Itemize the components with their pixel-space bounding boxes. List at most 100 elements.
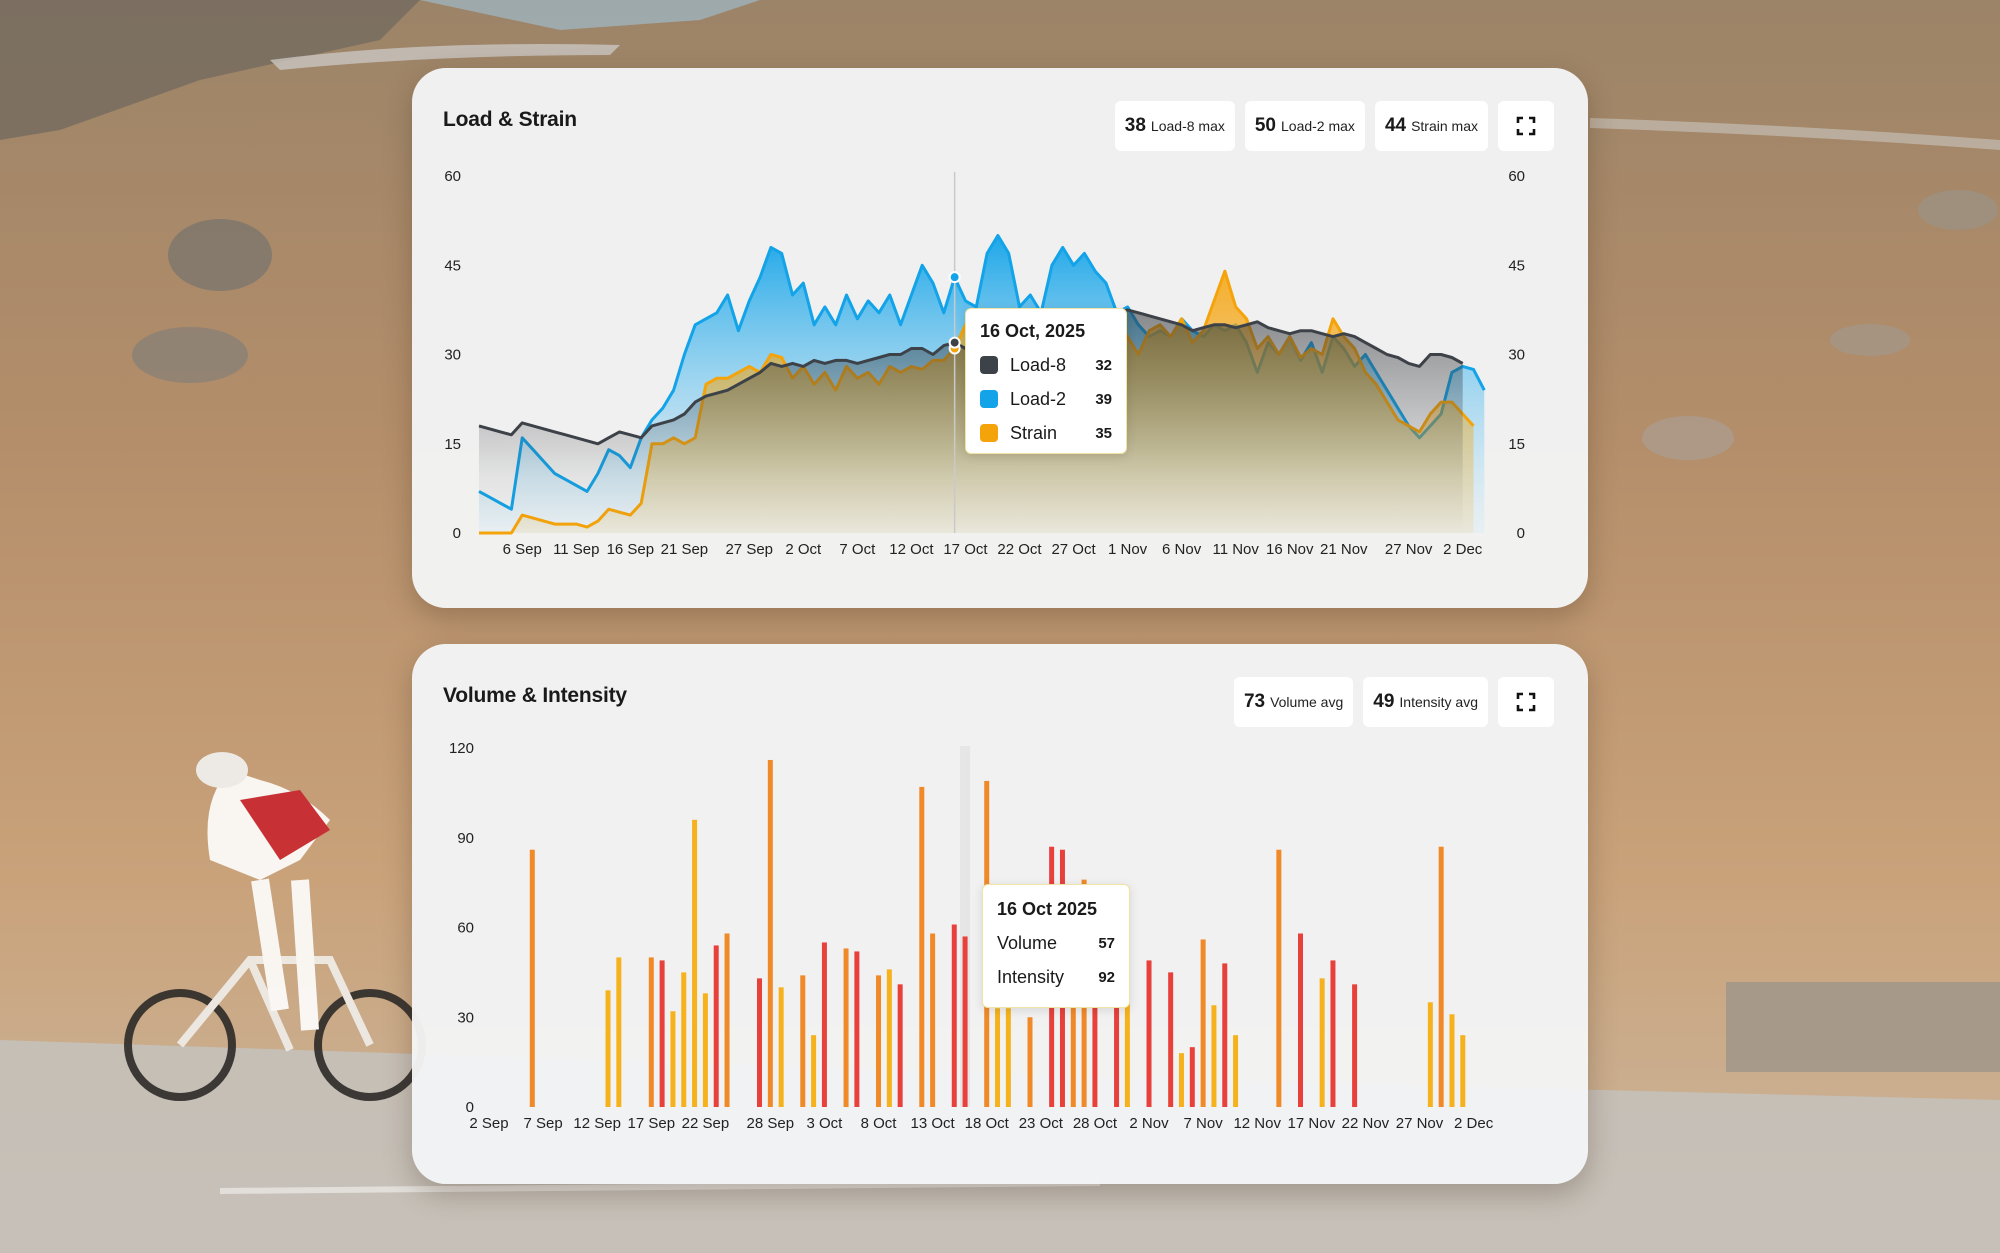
- bar: [1298, 933, 1303, 1107]
- x-tick-label: 17 Nov: [1288, 1115, 1336, 1132]
- bar: [605, 990, 611, 1107]
- x-tick-label: 12 Nov: [1233, 1115, 1281, 1132]
- bar: [757, 978, 762, 1107]
- bar: [1114, 963, 1120, 1107]
- y-tick-right: 15: [1508, 436, 1525, 453]
- x-tick-label: 22 Sep: [682, 1115, 730, 1132]
- bar: [1438, 846, 1444, 1107]
- bar: [1211, 1005, 1217, 1107]
- volume-intensity-card: Volume & Intensity 73 Volume avg 49 Inte…: [412, 644, 1588, 1184]
- stat-intensity-avg: 49 Intensity avg: [1363, 677, 1488, 727]
- tooltip-row-intensity: Intensity 92: [997, 960, 1129, 994]
- expand-button[interactable]: [1498, 101, 1554, 151]
- bar: [854, 951, 860, 1107]
- bar: [1005, 1008, 1011, 1107]
- bar: [681, 972, 687, 1107]
- tooltip-series-name: Strain: [1010, 422, 1058, 443]
- y-tick-label: 0: [466, 1099, 474, 1116]
- x-tick-label: 28 Oct: [1073, 1115, 1118, 1132]
- y-tick-right: 45: [1508, 257, 1525, 274]
- stat-label: Intensity avg: [1399, 694, 1478, 710]
- x-tick-label: 11 Sep: [553, 541, 599, 558]
- bar: [886, 969, 892, 1107]
- bar: [1200, 939, 1206, 1107]
- tooltip-row-strain: Strain 35: [980, 416, 1126, 450]
- stat-load2-max: 50 Load-2 max: [1244, 101, 1365, 151]
- bar: [767, 759, 773, 1107]
- bar: [1460, 1035, 1466, 1107]
- bar: [995, 1008, 1001, 1107]
- y-tick-label: 120: [449, 740, 474, 757]
- bar: [702, 993, 708, 1107]
- stat-value: 73: [1243, 691, 1266, 712]
- x-tick-label: 2 Nov: [1129, 1115, 1169, 1132]
- hover-band: [960, 746, 971, 1107]
- x-tick-label: 1 Nov: [1108, 541, 1148, 558]
- bar: [800, 975, 806, 1107]
- stat-strain-max: 44 Strain max: [1374, 101, 1488, 151]
- x-tick-label: 7 Sep: [523, 1115, 562, 1132]
- tooltip-series-name: Volume: [997, 932, 1058, 953]
- load-strain-stats: 38 Load-8 max 50 Load-2 max 44 Strain ma…: [1114, 101, 1554, 151]
- bar: [1276, 849, 1282, 1107]
- bar: [692, 819, 698, 1107]
- x-tick-label: 21 Nov: [1320, 541, 1368, 558]
- bar: [713, 945, 719, 1107]
- x-tick-label: 2 Sep: [469, 1115, 508, 1132]
- tooltip-series-value: 57: [1098, 934, 1115, 952]
- x-tick-label: 2 Dec: [1454, 1115, 1494, 1132]
- tooltip-series-value: 39: [1095, 390, 1112, 408]
- bar: [659, 960, 665, 1107]
- tooltip-series-name: Load-8: [1010, 354, 1067, 375]
- x-tick-label: 6 Nov: [1162, 541, 1202, 558]
- bar: [1427, 1002, 1433, 1107]
- x-tick-label: 7 Oct: [839, 541, 876, 558]
- x-tick-label: 7 Nov: [1184, 1115, 1224, 1132]
- x-tick-label: 16 Nov: [1266, 541, 1314, 558]
- y-tick-left: 60: [444, 168, 461, 185]
- x-tick-label: 27 Oct: [1051, 541, 1096, 558]
- volume-intensity-stats: 73 Volume avg 49 Intensity avg: [1233, 677, 1554, 727]
- x-tick-label: 28 Sep: [747, 1115, 795, 1132]
- x-tick-label: 3 Oct: [806, 1115, 843, 1132]
- bar: [724, 933, 730, 1107]
- stat-volume-avg: 73 Volume avg: [1233, 677, 1354, 727]
- bar: [1168, 972, 1174, 1107]
- x-tick-label: 21 Sep: [661, 541, 709, 558]
- x-tick-label: 22 Nov: [1342, 1115, 1390, 1132]
- tooltip-series-name: Load-2: [1010, 388, 1067, 409]
- y-tick-label: 30: [457, 1009, 474, 1026]
- volume-intensity-title: Volume & Intensity: [443, 684, 627, 707]
- load-tooltip: 16 Oct, 2025 Load-8 32 Load-2 39 Strain …: [965, 308, 1127, 454]
- x-tick-label: 17 Sep: [628, 1115, 676, 1132]
- bar: [1178, 1053, 1184, 1107]
- bar: [930, 933, 936, 1107]
- x-tick-label: 17 Oct: [943, 541, 988, 558]
- load8-swatch: [980, 356, 998, 374]
- bar: [1449, 1014, 1455, 1107]
- bar: [876, 975, 882, 1107]
- stat-label: Load-8 max: [1150, 118, 1225, 134]
- x-tick-label: 22 Oct: [997, 541, 1042, 558]
- expand-button[interactable]: [1498, 677, 1554, 727]
- bar: [1070, 927, 1076, 1107]
- tooltip-date: 16 Oct 2025: [997, 899, 1098, 919]
- y-tick-label: 90: [457, 830, 474, 847]
- tooltip-row-load2: Load-2 39: [980, 382, 1126, 416]
- bar: [1222, 963, 1228, 1107]
- y-tick-left: 30: [444, 347, 461, 364]
- bar: [1146, 960, 1152, 1107]
- tooltip-series-name: Intensity: [997, 966, 1065, 987]
- bar: [1189, 1047, 1195, 1107]
- x-tick-label: 16 Sep: [607, 541, 655, 558]
- x-tick-label: 12 Oct: [889, 541, 934, 558]
- y-tick-left: 0: [453, 525, 461, 542]
- y-tick-right: 0: [1517, 525, 1525, 542]
- bar: [811, 1035, 817, 1107]
- tooltip-row-volume: Volume 57: [997, 926, 1129, 960]
- x-tick-label: 8 Oct: [861, 1115, 898, 1132]
- load-strain-card: Load & Strain 38 Load-8 max 50 Load-2 ma…: [412, 68, 1588, 608]
- stat-value: 38: [1124, 115, 1146, 136]
- bar: [821, 942, 827, 1107]
- bar: [1027, 1017, 1033, 1107]
